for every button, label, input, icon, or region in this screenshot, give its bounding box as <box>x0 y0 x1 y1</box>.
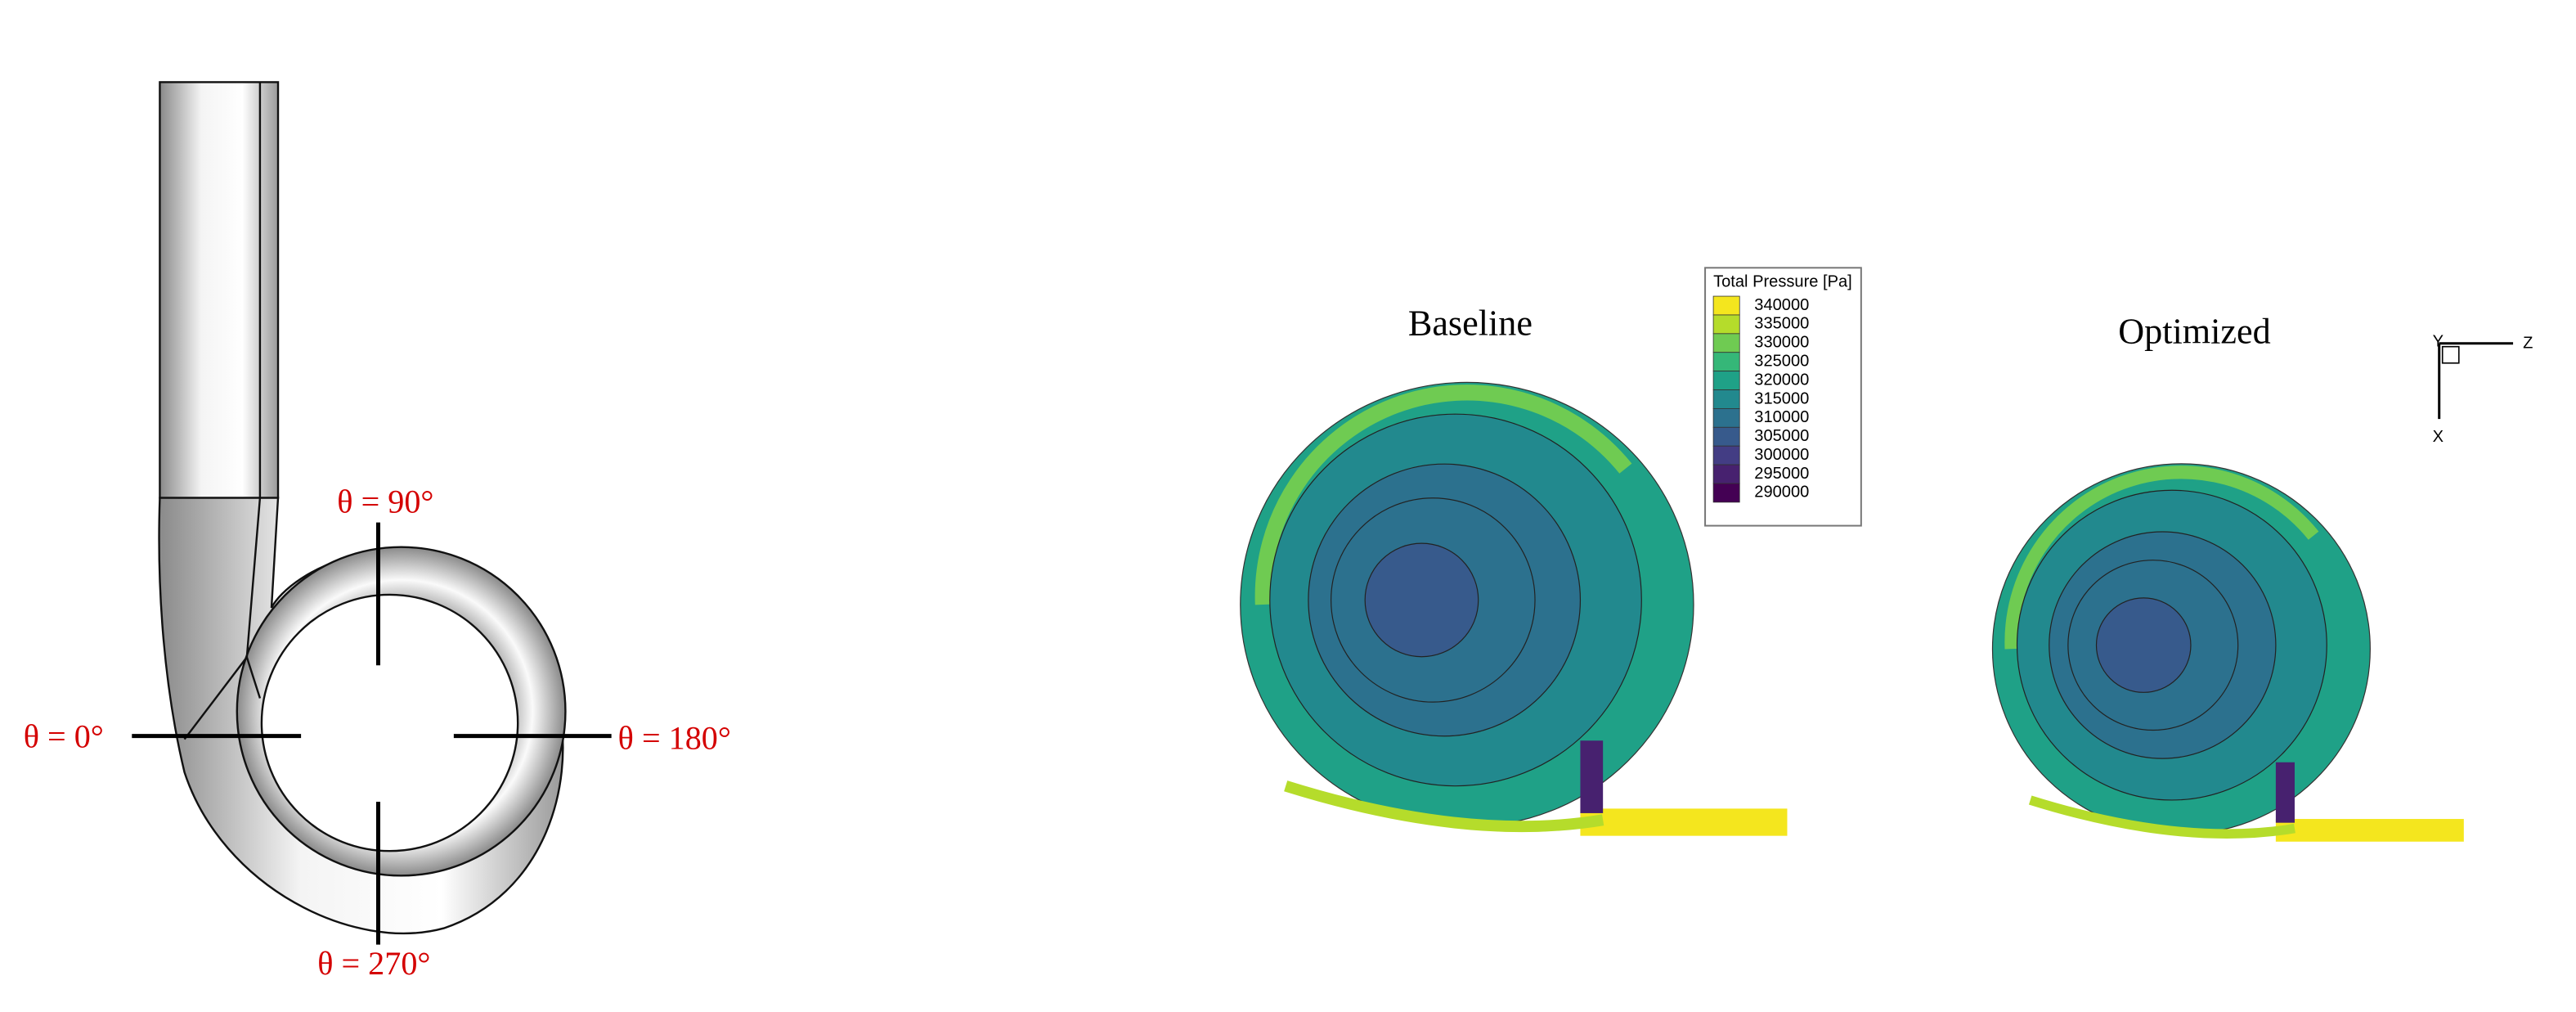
legend-label: 325000 <box>1754 352 1809 370</box>
contour <box>2004 466 2319 650</box>
angle-label: θ = 270° <box>317 945 430 982</box>
contour-plots <box>1240 381 2464 842</box>
legend-label: 290000 <box>1754 484 1809 502</box>
legend-swatch <box>1712 483 1740 503</box>
optimized-title: Optimized <box>2118 312 2270 352</box>
contour <box>2028 795 2296 839</box>
legend-label: 295000 <box>1754 465 1809 483</box>
legend-title: Total Pressure [Pa] <box>1713 273 1852 291</box>
legend-label: 330000 <box>1754 334 1809 352</box>
contour <box>2275 762 2295 823</box>
axis-triad: Y Z X <box>2433 333 2533 446</box>
legend-label: 300000 <box>1754 446 1809 464</box>
legend-swatch <box>1712 371 1740 390</box>
legend-swatch <box>1712 295 1740 316</box>
volute-geometry <box>158 81 567 935</box>
legend-swatch <box>1712 352 1740 372</box>
legend-label: 315000 <box>1754 389 1809 407</box>
legend-label: 305000 <box>1754 427 1809 445</box>
angle-label: θ = 0° <box>24 718 104 755</box>
outlet <box>1580 808 1788 836</box>
legend-label: 340000 <box>1754 296 1809 314</box>
legend-swatch <box>1712 464 1740 484</box>
crosshairs <box>132 522 612 945</box>
angle-label: θ = 180° <box>618 720 731 757</box>
contour <box>2095 597 2192 693</box>
legend-swatch <box>1712 445 1740 466</box>
legend-swatch <box>1712 389 1740 409</box>
legend-label: 310000 <box>1754 408 1809 426</box>
contour <box>1364 542 1479 658</box>
contour <box>1580 740 1604 813</box>
axis-label: Y <box>2433 333 2444 351</box>
legend-swatch <box>1712 314 1740 335</box>
legend-label: 320000 <box>1754 371 1809 389</box>
contour <box>1254 385 1632 605</box>
legend-swatch <box>1712 408 1740 428</box>
legend-swatch <box>1712 426 1740 447</box>
outlet <box>2275 819 2464 842</box>
legend-swatch <box>1712 333 1740 353</box>
axis-label: Z <box>2523 335 2533 353</box>
axis-label: X <box>2433 428 2444 446</box>
angle-label: θ = 90° <box>337 484 433 520</box>
baseline-title: Baseline <box>1408 304 1533 344</box>
legend-label: 335000 <box>1754 315 1809 333</box>
legend: Total Pressure [Pa] 34000033500033000032… <box>1704 267 1862 527</box>
contour <box>1284 780 1604 833</box>
